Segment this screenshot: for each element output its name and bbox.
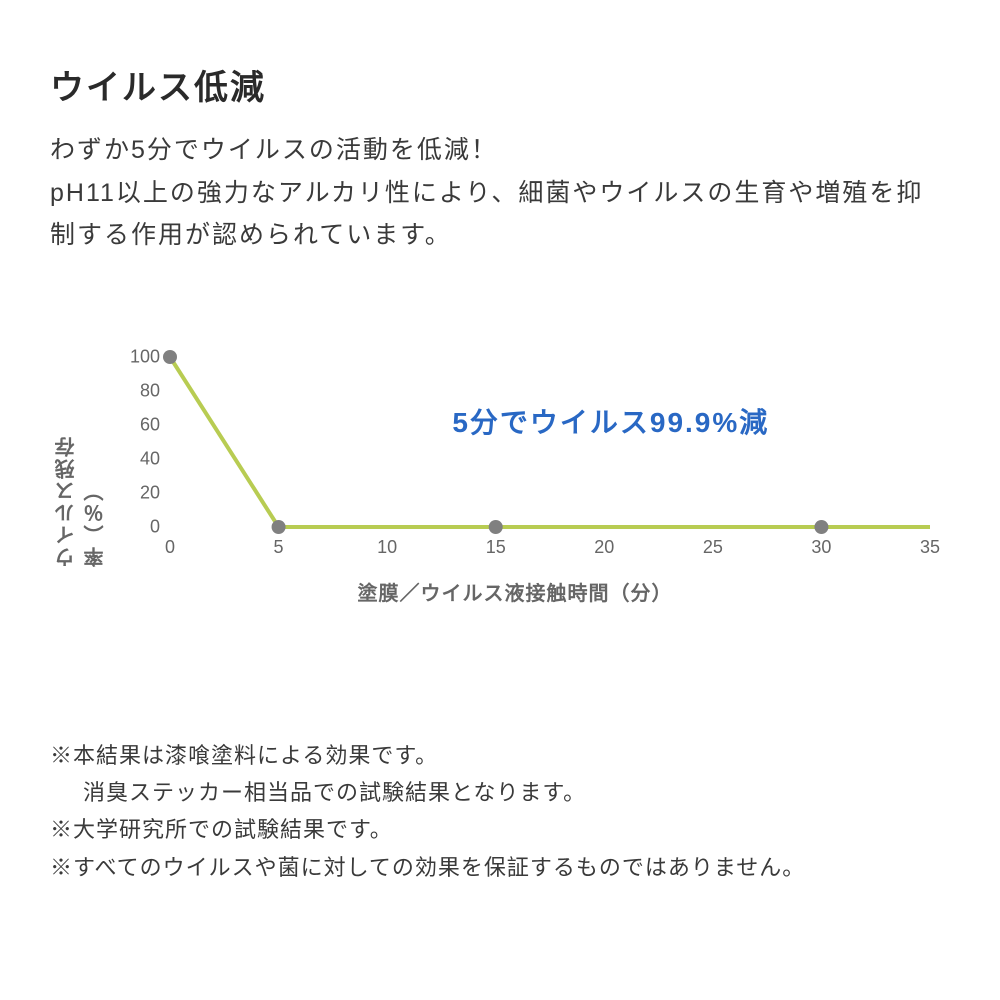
description-line2: pH11以上の強力なアルカリ性により、細菌やウイルスの生育や増殖を抑制する作用が… — [50, 179, 923, 250]
description-text: わずか5分でウイルスの活動を低減！ pH11以上の強力なアルカリ性により、細菌や… — [50, 129, 950, 257]
y-axis-label: ウイルス残存率（％） — [52, 427, 110, 567]
plot-area: 5分でウイルス99.9%減 — [170, 357, 930, 527]
y-tick: 60 — [120, 414, 160, 435]
x-tick: 25 — [703, 537, 723, 558]
chart-svg — [170, 357, 930, 527]
x-tick: 20 — [594, 537, 614, 558]
description-line1: わずか5分でウイルスの活動を低減！ — [50, 136, 498, 164]
data-marker — [489, 520, 503, 534]
virus-chart: ウイルス残存率（％） 5分でウイルス99.9%減 020406080100 05… — [80, 357, 950, 637]
y-tick: 20 — [120, 482, 160, 503]
footnote-1: ※本結果は漆喰塗料による効果です。 — [50, 737, 950, 774]
y-tick: 80 — [120, 380, 160, 401]
x-axis-label: 塗膜／ウイルス液接触時間（分） — [358, 577, 673, 606]
x-tick: 5 — [274, 537, 284, 558]
x-tick: 30 — [811, 537, 831, 558]
x-tick: 35 — [920, 537, 940, 558]
y-tick: 0 — [120, 516, 160, 537]
chart-annotation: 5分でウイルス99.9%減 — [452, 401, 769, 441]
data-marker — [163, 350, 177, 364]
y-tick: 100 — [120, 346, 160, 367]
footnotes: ※本結果は漆喰塗料による効果です。 消臭ステッカー相当品での試験結果となります。… — [50, 737, 950, 887]
data-marker — [272, 520, 286, 534]
x-tick: 10 — [377, 537, 397, 558]
x-tick: 15 — [486, 537, 506, 558]
footnote-3: ※すべてのウイルスや菌に対しての効果を保証するものではありません。 — [50, 849, 950, 886]
footnote-2: ※大学研究所での試験結果です。 — [50, 811, 950, 848]
footnote-1-sub: 消臭ステッカー相当品での試験結果となります。 — [50, 774, 950, 811]
page-title: ウイルス低減 — [50, 60, 950, 109]
chart-line — [170, 357, 930, 527]
y-tick: 40 — [120, 448, 160, 469]
data-marker — [814, 520, 828, 534]
x-tick: 0 — [165, 537, 175, 558]
